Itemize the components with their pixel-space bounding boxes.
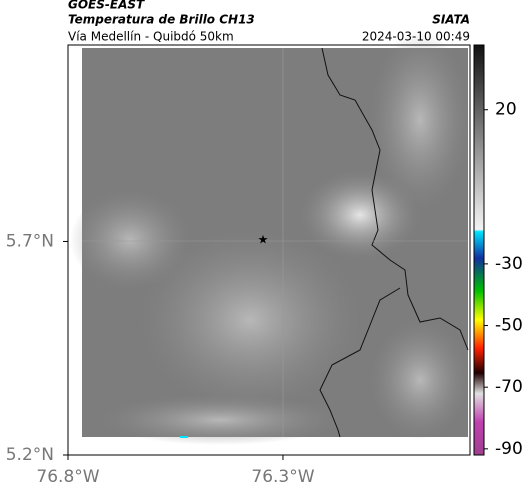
- datetime: 2024-03-10 00:49: [362, 30, 470, 44]
- colorbar-tick-label: -30: [495, 254, 523, 274]
- title: Temperatura de Brillo CH13: [68, 13, 255, 27]
- lat-tick-label: 5.2°N: [6, 445, 54, 465]
- lon-tick-label: 76.8°W: [36, 467, 99, 487]
- colorbar-tick-label: -70: [495, 377, 523, 397]
- source: SIATA: [432, 13, 470, 27]
- svg-text:★: ★: [258, 233, 269, 247]
- colorbar-tick-label: -90: [495, 439, 523, 459]
- colorbar: [473, 44, 485, 456]
- axes: 5.7°N 5.2°N76.8°W 76.3°W 20 -30 -50 -70 -90: [6, 100, 523, 487]
- satellite-image: ★: [67, 30, 471, 456]
- colorbar-tick-label: 20: [495, 100, 517, 120]
- subtitle: Vía Medellín - Quibdó 50km: [68, 30, 234, 44]
- lat-tick-label: 5.7°N: [6, 231, 54, 251]
- product: GOES-EAST: [68, 0, 145, 12]
- colorbar-tick-label: -50: [495, 316, 523, 336]
- lon-tick-label: 76.3°W: [251, 467, 314, 487]
